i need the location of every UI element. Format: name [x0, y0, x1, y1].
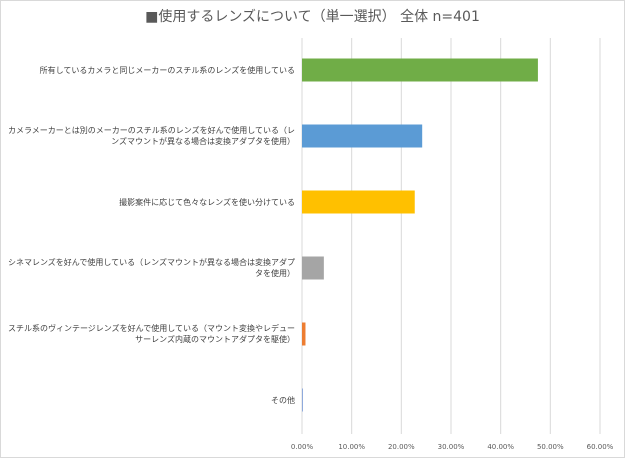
category-label: 撮影案件に応じて色々なレンズを使い分けている	[119, 197, 295, 207]
x-tick-label: 50.00%	[537, 443, 564, 451]
category-label: スチル系のヴィンテージレンズを好んで使用している（マウント変換やレデューサーレン…	[7, 324, 295, 344]
bar	[302, 190, 415, 214]
x-tick-label: 10.00%	[338, 443, 365, 451]
x-tick-label: 0.00%	[291, 443, 314, 451]
bar	[302, 256, 324, 280]
x-tick-label: 30.00%	[438, 443, 465, 451]
bar	[302, 58, 538, 82]
x-tick-label: 60.00%	[587, 443, 614, 451]
category-label: その他	[271, 395, 295, 405]
category-label: 所有しているカメラと同じメーカーのスチル系のレンズを使用している	[39, 65, 295, 75]
category-label: シネマレンズを好んで使用している（レンズマウントが異なる場合は変換アダプタを使用…	[7, 258, 295, 278]
bar	[302, 322, 306, 346]
chart-title: ■使用するレンズについて（単一選択） 全体 n=401	[145, 9, 480, 25]
x-tick-label: 40.00%	[487, 443, 514, 451]
bar	[302, 388, 303, 412]
x-tick-label: 20.00%	[388, 443, 415, 451]
bar	[302, 124, 423, 148]
category-label: カメラメーカーとは別のメーカーのスチル系のレンズを好んで使用している（レンズマウ…	[8, 126, 295, 146]
